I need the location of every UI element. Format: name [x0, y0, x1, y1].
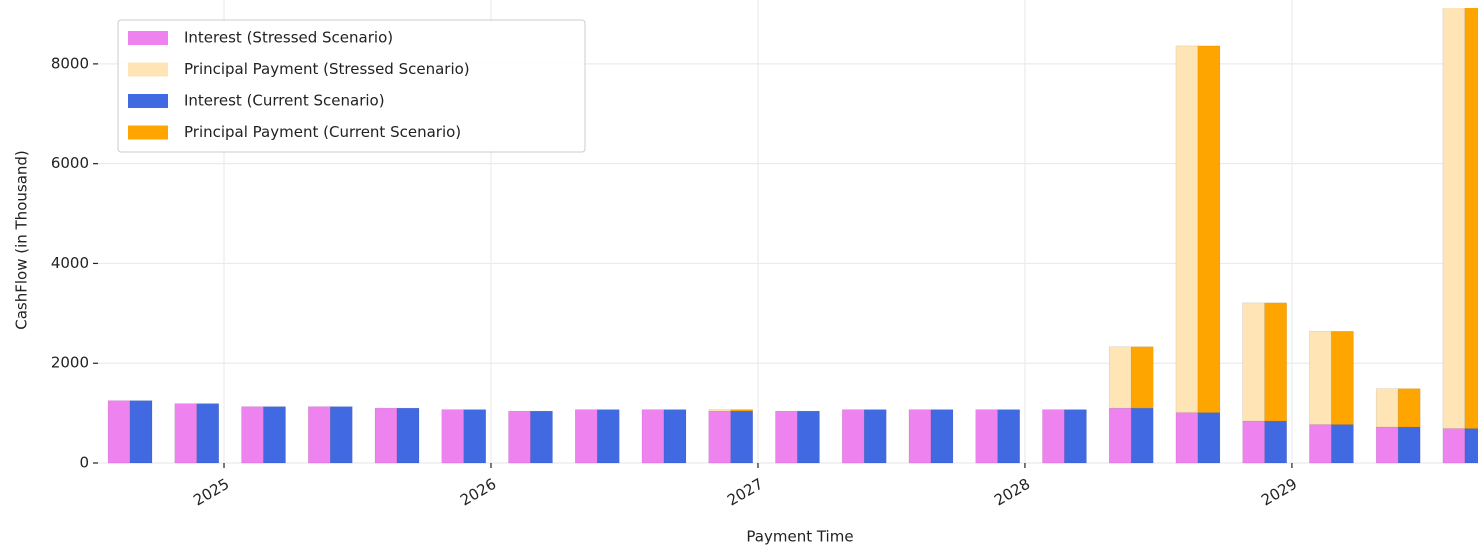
bar: [263, 406, 286, 464]
bar: [730, 409, 753, 412]
bar: [241, 406, 264, 464]
bar: [1464, 428, 1478, 464]
bar: [1331, 424, 1354, 464]
legend-swatch: [128, 125, 168, 140]
bar: [708, 409, 731, 412]
bar: [863, 409, 887, 464]
bar: [1309, 424, 1332, 464]
y-tick-label: 0: [79, 454, 89, 472]
x-axis-label: Payment Time: [746, 528, 853, 546]
bar: [775, 410, 798, 464]
bar: [641, 409, 665, 464]
bar: [1242, 302, 1265, 422]
y-tick-label: 4000: [51, 254, 89, 272]
bar: [1130, 346, 1154, 409]
bar: [596, 409, 620, 464]
bar: [997, 409, 1020, 464]
bar: [174, 403, 198, 464]
bar: [508, 410, 531, 464]
bar: [1442, 8, 1466, 429]
bar: [196, 403, 220, 464]
bar: [1175, 412, 1199, 464]
legend-label: Principal Payment (Current Scenario): [184, 123, 461, 141]
bar: [1197, 412, 1221, 464]
bar: [663, 409, 687, 464]
bar: [1064, 409, 1087, 464]
bars: [107, 8, 1478, 464]
bar: [396, 407, 420, 464]
legend-label: Principal Payment (Stressed Scenario): [184, 60, 470, 78]
bar: [730, 410, 753, 464]
bar: [374, 407, 398, 464]
bar: [1042, 409, 1065, 464]
bar: [1397, 426, 1421, 464]
bar: [1264, 420, 1287, 464]
legend-swatch: [128, 94, 168, 108]
bar: [797, 410, 820, 464]
bar: [1397, 388, 1421, 428]
legend-box: [117, 19, 586, 153]
bar: [330, 406, 353, 464]
bar: [1464, 8, 1478, 429]
bar: [107, 400, 131, 464]
y-axis-label: CashFlow (in Thousand): [13, 150, 31, 330]
x-tick-label: 2025: [190, 475, 232, 510]
bar: [1442, 428, 1466, 464]
bar: [1108, 407, 1132, 464]
legend-swatch: [128, 62, 168, 77]
bar: [1309, 331, 1332, 425]
bar: [1242, 420, 1265, 464]
legend-swatch: [128, 31, 168, 45]
bar: [908, 409, 932, 464]
y-tick-label: 2000: [51, 354, 89, 372]
y-tick-label: 6000: [51, 154, 89, 172]
bar: [530, 410, 553, 464]
bar: [1175, 45, 1199, 413]
x-tick-label: 2029: [1258, 475, 1300, 510]
bar: [1130, 407, 1154, 464]
bar: [975, 409, 998, 464]
bar: [441, 409, 465, 464]
bar: [308, 406, 331, 464]
legend-label: Interest (Stressed Scenario): [184, 29, 393, 47]
bar: [1108, 346, 1132, 409]
bar: [129, 400, 153, 464]
y-tick-label: 8000: [51, 54, 89, 72]
bar: [1331, 331, 1354, 425]
bar: [1197, 45, 1221, 413]
bar: [708, 410, 731, 464]
legend-label: Interest (Current Scenario): [184, 92, 385, 110]
bar: [930, 409, 954, 464]
legend: Interest (Stressed Scenario) Principal Pa…: [117, 19, 586, 153]
x-tick-label: 2027: [724, 475, 766, 510]
bar: [463, 409, 487, 464]
bar: [1375, 388, 1399, 428]
x-tick-label: 2028: [991, 475, 1033, 510]
bar: [574, 409, 598, 464]
bar: [1375, 426, 1399, 464]
bar: [841, 409, 865, 464]
bar: [1264, 302, 1287, 422]
x-tick-label: 2026: [457, 475, 499, 510]
